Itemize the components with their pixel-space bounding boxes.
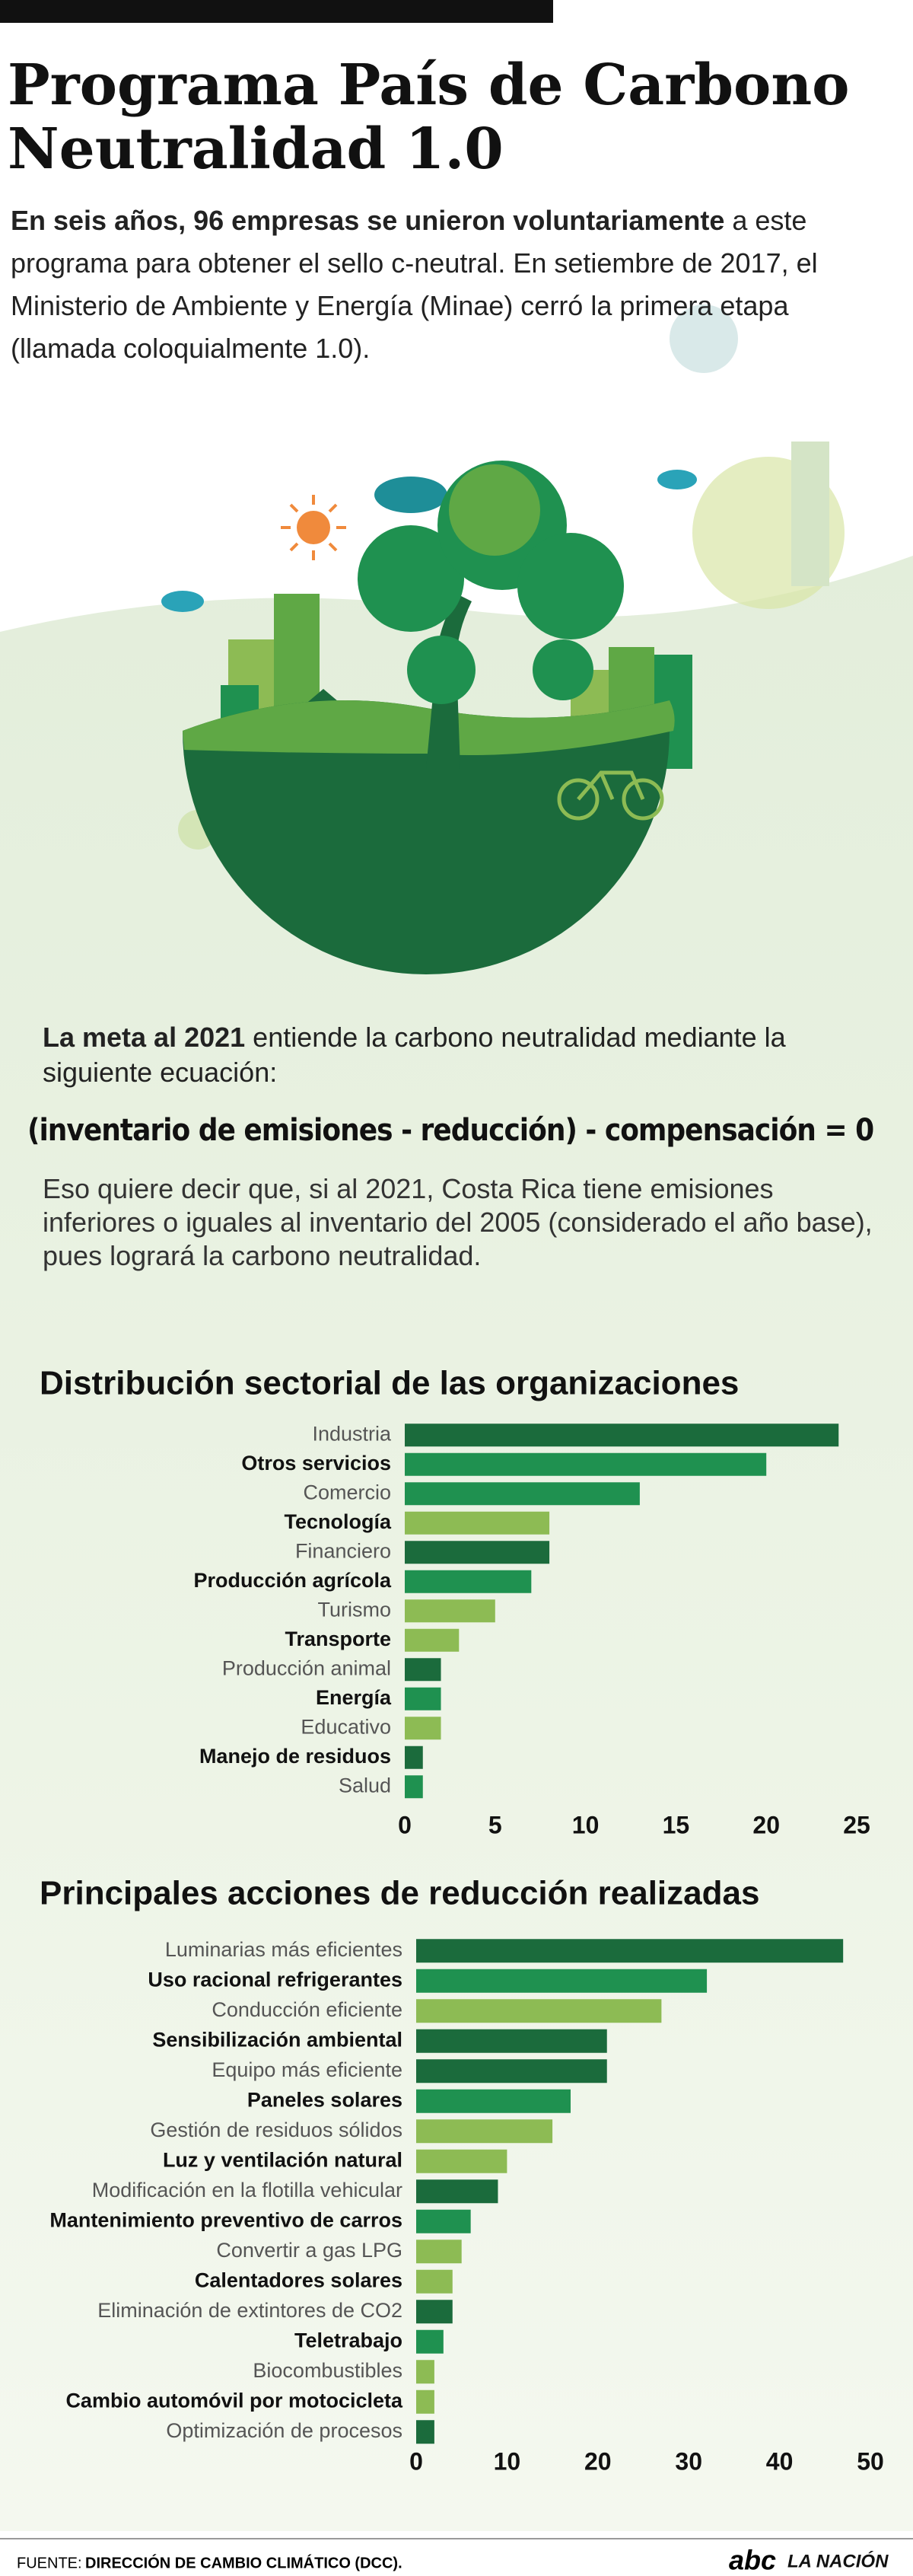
goal-text: entiende la carbono neutralidad mediante… xyxy=(43,1022,786,1088)
bar xyxy=(416,2209,471,2233)
bar xyxy=(405,1482,640,1506)
bar xyxy=(416,2029,607,2053)
bar xyxy=(405,1658,441,1682)
goal: La meta al 2021 entiende la carbono neut… xyxy=(43,1020,880,1090)
category-label: Cambio automóvil por motocicleta xyxy=(65,2389,403,2412)
category-label: Transporte xyxy=(285,1628,391,1650)
category-label: Salud xyxy=(339,1774,391,1797)
source-label: FUENTE: xyxy=(17,2555,82,2571)
bar xyxy=(416,2179,498,2204)
chart-title: Principales acciones de reducción realiz… xyxy=(40,1875,759,1912)
category-label: Luminarias más eficientes xyxy=(165,1938,402,1961)
bar xyxy=(416,2300,453,2324)
bar xyxy=(416,2149,507,2173)
bar xyxy=(405,1541,550,1564)
category-label: Mantenimiento preventivo de carros xyxy=(49,2208,402,2231)
category-label: Manejo de residuos xyxy=(199,1745,391,1768)
category-label: Calentadores solares xyxy=(195,2268,402,2291)
bar xyxy=(405,1717,441,1740)
category-label: Producción agrícola xyxy=(193,1569,392,1592)
bar xyxy=(416,2269,453,2294)
x-tick-label: 15 xyxy=(663,1811,690,1838)
bar xyxy=(416,2329,444,2354)
category-label: Turismo xyxy=(317,1598,391,1621)
bar xyxy=(416,2089,571,2113)
category-label: Otros servicios xyxy=(241,1452,391,1475)
category-label: Luz y ventilación natural xyxy=(163,2148,402,2171)
category-label: Industria xyxy=(312,1422,392,1445)
category-label: Educativo xyxy=(301,1715,391,1738)
category-label: Tecnología xyxy=(284,1510,391,1533)
bar xyxy=(416,2240,462,2264)
goal-bold: La meta al 2021 xyxy=(43,1022,246,1053)
bar xyxy=(405,1745,423,1769)
bar xyxy=(416,1999,662,2023)
category-label: Eliminación de extintores de CO2 xyxy=(97,2299,402,2322)
bar xyxy=(416,1939,844,1963)
category-label: Uso racional refrigerantes xyxy=(148,1968,402,1991)
explanation: Eso quiere decir que, si al 2021, Costa … xyxy=(43,1173,873,1271)
x-tick-label: 0 xyxy=(409,2447,423,2475)
category-label: Conducción eficiente xyxy=(212,1998,402,2021)
bar xyxy=(416,2420,434,2444)
category-label: Teletrabajo xyxy=(294,2329,402,2351)
category-label: Comercio xyxy=(303,1481,391,1503)
logo-nacion: LA NACIÓN xyxy=(787,2550,889,2571)
x-tick-label: 10 xyxy=(572,1811,600,1838)
equation: (inventario de emisiones - reducción) - … xyxy=(27,1113,874,1148)
x-tick-label: 25 xyxy=(843,1811,870,1838)
intro-text: a este programa para obtener el sello c-… xyxy=(11,205,818,364)
bar xyxy=(416,2119,553,2144)
title: Programa País de Carbono Neutralidad 1.0 xyxy=(8,53,850,182)
x-tick-label: 50 xyxy=(857,2447,884,2475)
x-tick-label: 20 xyxy=(584,2447,612,2475)
bar xyxy=(405,1599,495,1623)
bar xyxy=(405,1511,550,1535)
x-tick-label: 40 xyxy=(766,2447,794,2475)
chart-title: Distribución sectorial de las organizaci… xyxy=(40,1365,739,1402)
source: DIRECCIÓN DE CAMBIO CLIMÁTICO (DCC). xyxy=(85,2553,402,2571)
bar xyxy=(416,2059,607,2083)
category-label: Financiero xyxy=(295,1539,391,1562)
category-label: Modificación en la flotilla vehicular xyxy=(92,2179,402,2201)
x-tick-label: 10 xyxy=(494,2447,521,2475)
bar xyxy=(416,2360,434,2384)
x-tick-label: 20 xyxy=(752,1811,780,1838)
category-label: Energía xyxy=(316,1686,392,1709)
logo-abc: abc xyxy=(729,2545,776,2576)
x-tick-label: 30 xyxy=(675,2447,702,2475)
x-tick-label: 0 xyxy=(398,1811,412,1838)
bar xyxy=(416,2389,434,2414)
intro-bold: En seis años, 96 empresas se unieron vol… xyxy=(11,205,725,236)
bar xyxy=(416,1969,708,1993)
category-label: Producción animal xyxy=(222,1656,391,1679)
bar xyxy=(405,1452,767,1476)
category-label: Equipo más eficiente xyxy=(212,2058,402,2081)
category-label: Gestión de residuos sólidos xyxy=(150,2119,402,2141)
category-label: Convertir a gas LPG xyxy=(216,2239,402,2262)
intro: En seis años, 96 empresas se unieron vol… xyxy=(11,199,901,370)
bar xyxy=(405,1628,460,1652)
category-label: Biocombustibles xyxy=(253,2359,402,2382)
x-tick-label: 5 xyxy=(488,1811,502,1838)
top-bar xyxy=(0,0,553,23)
bar xyxy=(405,1570,532,1593)
category-label: Paneles solares xyxy=(247,2088,402,2111)
category-label: Optimización de procesos xyxy=(166,2419,402,2442)
bar xyxy=(405,1687,441,1710)
bar xyxy=(405,1423,839,1447)
bar xyxy=(405,1775,423,1799)
illustration xyxy=(161,304,845,974)
category-label: Sensibilización ambiental xyxy=(152,2028,402,2051)
